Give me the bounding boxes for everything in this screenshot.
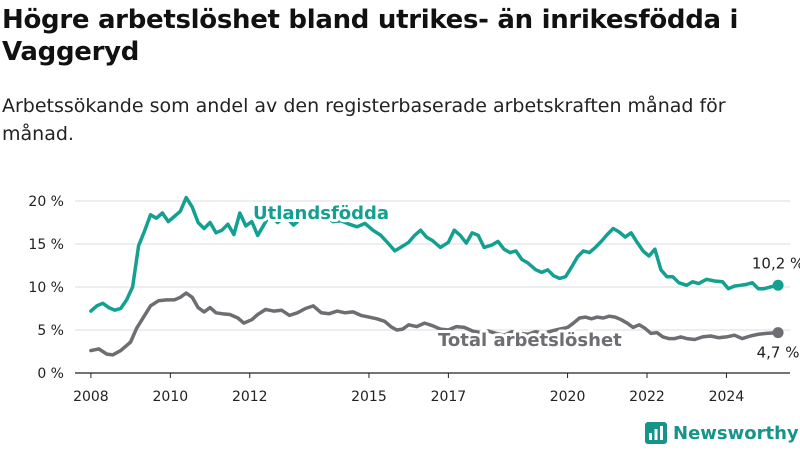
chart-labels: 0 % 5 % 10 % 15 % 20 % 2008 2010 2012 2015 2017 20…: [28, 194, 800, 405]
x-axis: [90, 373, 727, 378]
x-tick-label: 2022: [629, 389, 665, 405]
series-line-utlandsfodda: [89, 195, 780, 313]
y-tick-label: 0 %: [37, 366, 64, 382]
bar-chart-logo-icon: [645, 422, 667, 444]
end-value-label-total: 4,7 %: [757, 344, 800, 362]
x-tick-label: 2024: [709, 389, 745, 405]
x-tick-label: 2010: [153, 389, 189, 405]
series-end-point-total: [772, 327, 784, 339]
y-tick-label: 5 %: [37, 323, 64, 339]
chart-title: Högre arbetslöshet bland utrikes- än inr…: [2, 5, 739, 67]
brand-name: Newsworthy: [673, 422, 799, 444]
y-tick-label: 10 %: [28, 280, 64, 296]
series-end-point-utlandsfodda: [772, 279, 784, 291]
series-name-utlandsfodda: Utlandsfödda: [253, 203, 389, 224]
x-tick-label: 2020: [550, 389, 586, 405]
end-value-label-utlandsfodda: 10,2 %: [752, 254, 800, 272]
y-tick-label: 15 %: [28, 237, 64, 253]
brand-logo: Newsworthy: [645, 420, 799, 446]
x-tick-label: 2015: [351, 389, 387, 405]
chart-subtitle: Arbetssökande som andel av den registerb…: [2, 95, 726, 145]
x-tick-label: 2017: [431, 389, 467, 405]
series-line-total: [89, 291, 780, 357]
series-name-total: Total arbetslöshet: [438, 330, 622, 351]
series-lines: [89, 195, 784, 357]
grid-lines: [75, 200, 790, 374]
x-tick-label: 2012: [232, 389, 268, 405]
x-tick-label: 2008: [73, 389, 109, 405]
y-tick-label: 20 %: [28, 194, 64, 210]
